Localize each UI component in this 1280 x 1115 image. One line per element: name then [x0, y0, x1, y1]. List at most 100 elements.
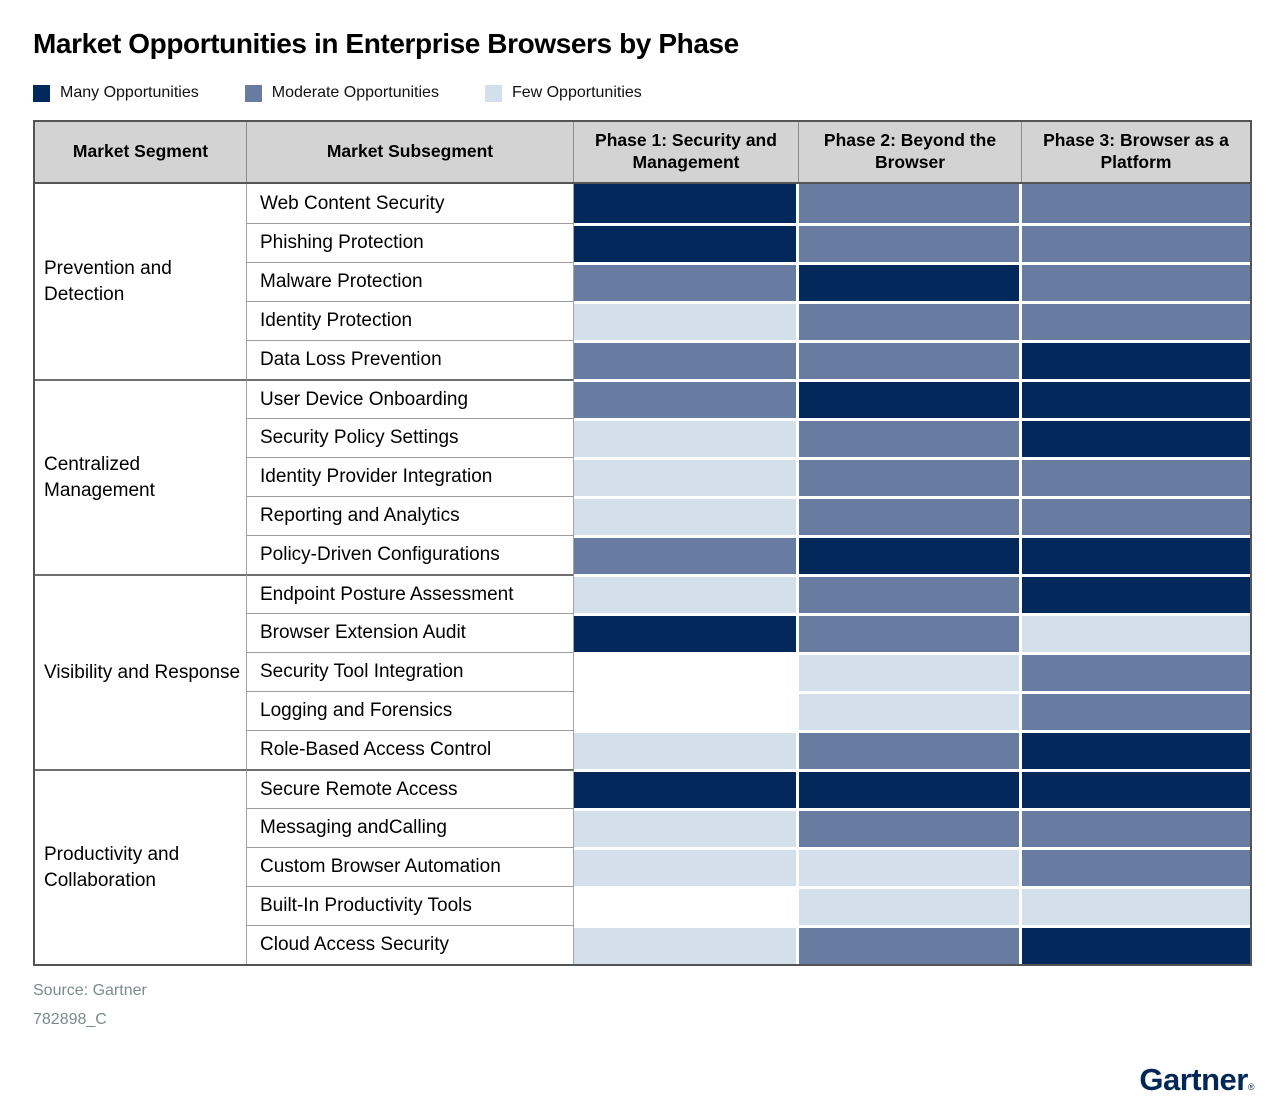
phase-3-cell-built-in-productivity-tools: [1022, 886, 1250, 925]
phase-2-cell-identity-provider-integration: [799, 457, 1022, 496]
subsegment-cell-identity-protection: Identity Protection: [247, 301, 574, 340]
registered-trademark-icon: ®: [1247, 1082, 1255, 1092]
phase-3-cell-messaging-andcalling: [1022, 808, 1250, 847]
phase-1-cell-secure-remote-access: [574, 769, 799, 808]
phase-1-cell-web-content-security: [574, 184, 799, 223]
phase-2-cell-role-based-access-control: [799, 730, 1022, 769]
subsegment-cell-messaging-andcalling: Messaging andCalling: [247, 808, 574, 847]
page-title: Market Opportunities in Enterprise Brows…: [33, 28, 739, 59]
phase-1-cell-policy-driven-configurations: [574, 535, 799, 574]
phase-2-cell-browser-extension-audit: [799, 613, 1022, 652]
legend-item-moderate: Moderate Opportunities: [244, 84, 439, 102]
phase-1-cell-security-tool-integration: [574, 652, 799, 691]
column-header-market-segment: Market Segment: [35, 122, 247, 182]
gartner-logo: Gartner®: [1139, 1062, 1254, 1098]
segment-group-visibility-and-response: Visibility and Response Endpoint Posture …: [35, 574, 1250, 769]
column-header-phase-3: Phase 3: Browser as a Platform: [1043, 130, 1229, 172]
phase-3-cell-secure-remote-access: [1022, 769, 1250, 808]
phase-3-cell-web-content-security: [1022, 184, 1250, 223]
phase-3-cell-logging-and-forensics: [1022, 691, 1250, 730]
segment-cell-productivity-and-collaboration: Productivity and Collaboration: [35, 769, 247, 964]
phase-3-cell-malware-protection: [1022, 262, 1250, 301]
phase-3-cell-identity-protection: [1022, 301, 1250, 340]
document-id: 782898_C: [33, 1011, 107, 1028]
phase-3-cell-cloud-access-security: [1022, 925, 1250, 964]
phase-3-cell-reporting-and-analytics: [1022, 496, 1250, 535]
segment-group-centralized-management: Centralized Management User Device Onboar…: [35, 379, 1250, 574]
column-header-phase-2: Phase 2: Beyond the Browser: [799, 122, 1022, 182]
legend-item-many: Many Opportunities: [33, 84, 199, 102]
subsegment-cell-reporting-and-analytics: Reporting and Analytics: [247, 496, 574, 535]
phase-1-cell-endpoint-posture-assessment: [574, 574, 799, 613]
phase-2-cell-built-in-productivity-tools: [799, 886, 1022, 925]
few-opportunities-swatch-icon: [484, 84, 502, 102]
subsegment-cell-endpoint-posture-assessment: Endpoint Posture Assessment: [247, 574, 574, 613]
segment-group-productivity-and-collaboration: Productivity and Collaboration Secure Rem…: [35, 769, 1250, 964]
subsegment-cell-web-content-security: Web Content Security: [247, 184, 574, 223]
phase-3-cell-role-based-access-control: [1022, 730, 1250, 769]
phase-3-cell-data-loss-prevention: [1022, 340, 1250, 379]
subsegment-cell-security-tool-integration: Security Tool Integration: [247, 652, 574, 691]
phase-2-cell-messaging-andcalling: [799, 808, 1022, 847]
phase-1-cell-reporting-and-analytics: [574, 496, 799, 535]
moderate-opportunities-swatch-icon: [244, 84, 262, 102]
phase-1-cell-data-loss-prevention: [574, 340, 799, 379]
subsegment-cell-cloud-access-security: Cloud Access Security: [247, 925, 574, 964]
phase-2-cell-user-device-onboarding: [799, 379, 1022, 418]
phase-2-cell-malware-protection: [799, 262, 1022, 301]
segment-cell-prevention-and-detection: Prevention and Detection: [35, 184, 247, 379]
subsegment-cell-identity-provider-integration: Identity Provider Integration: [247, 457, 574, 496]
phase-3-cell-security-tool-integration: [1022, 652, 1250, 691]
opportunity-table: Market Segment Market Subsegment Phase 1…: [33, 120, 1252, 966]
phase-2-cell-identity-protection: [799, 301, 1022, 340]
phase-1-cell-built-in-productivity-tools: [574, 886, 799, 925]
phase-1-cell-identity-provider-integration: [574, 457, 799, 496]
source-note: Source: Gartner: [33, 982, 147, 999]
phase-1-cell-security-policy-settings: [574, 418, 799, 457]
subsegment-cell-malware-protection: Malware Protection: [247, 262, 574, 301]
column-header-phase-1: Phase 1: Security and Management: [574, 122, 799, 182]
subsegment-cell-user-device-onboarding: User Device Onboarding: [247, 379, 574, 418]
phase-3-cell-phishing-protection: [1022, 223, 1250, 262]
subsegment-cell-browser-extension-audit: Browser Extension Audit: [247, 613, 574, 652]
subsegment-cell-custom-browser-automation: Custom Browser Automation: [247, 847, 574, 886]
legend-label: Many Opportunities: [60, 84, 199, 101]
legend-label: Few Opportunities: [511, 84, 642, 101]
phase-2-cell-reporting-and-analytics: [799, 496, 1022, 535]
legend-label: Moderate Opportunities: [271, 84, 439, 101]
phase-1-cell-user-device-onboarding: [574, 379, 799, 418]
phase-1-cell-identity-protection: [574, 301, 799, 340]
phase-3-cell-browser-extension-audit: [1022, 613, 1250, 652]
subsegment-cell-phishing-protection: Phishing Protection: [247, 223, 574, 262]
phase-2-cell-security-tool-integration: [799, 652, 1022, 691]
phase-2-cell-data-loss-prevention: [799, 340, 1022, 379]
subsegment-cell-data-loss-prevention: Data Loss Prevention: [247, 340, 574, 379]
phase-3-cell-policy-driven-configurations: [1022, 535, 1250, 574]
phase-1-cell-custom-browser-automation: [574, 847, 799, 886]
phase-2-cell-web-content-security: [799, 184, 1022, 223]
phase-3-cell-security-policy-settings: [1022, 418, 1250, 457]
segment-cell-visibility-and-response: Visibility and Response: [35, 574, 247, 769]
legend: Many Opportunities Moderate Opportunitie…: [33, 84, 1247, 102]
phase-2-cell-security-policy-settings: [799, 418, 1022, 457]
subsegment-cell-built-in-productivity-tools: Built-In Productivity Tools: [247, 886, 574, 925]
phase-2-cell-endpoint-posture-assessment: [799, 574, 1022, 613]
phase-2-cell-phishing-protection: [799, 223, 1022, 262]
table-header-row: Market Segment Market Subsegment Phase 1…: [35, 122, 1250, 184]
phase-1-cell-phishing-protection: [574, 223, 799, 262]
phase-2-cell-policy-driven-configurations: [799, 535, 1022, 574]
many-opportunities-swatch-icon: [33, 84, 50, 102]
segment-group-prevention-and-detection: Prevention and Detection Web Content Secu…: [35, 184, 1250, 379]
gartner-logo-text: Gartner: [1139, 1062, 1248, 1097]
phase-3-cell-endpoint-posture-assessment: [1022, 574, 1250, 613]
subsegment-cell-security-policy-settings: Security Policy Settings: [247, 418, 574, 457]
phase-1-cell-logging-and-forensics: [574, 691, 799, 730]
phase-1-cell-cloud-access-security: [574, 925, 799, 964]
subsegment-cell-policy-driven-configurations: Policy-Driven Configurations: [247, 535, 574, 574]
phase-1-cell-role-based-access-control: [574, 730, 799, 769]
phase-1-cell-malware-protection: [574, 262, 799, 301]
phase-3-cell-custom-browser-automation: [1022, 847, 1250, 886]
phase-2-cell-logging-and-forensics: [799, 691, 1022, 730]
subsegment-cell-logging-and-forensics: Logging and Forensics: [247, 691, 574, 730]
